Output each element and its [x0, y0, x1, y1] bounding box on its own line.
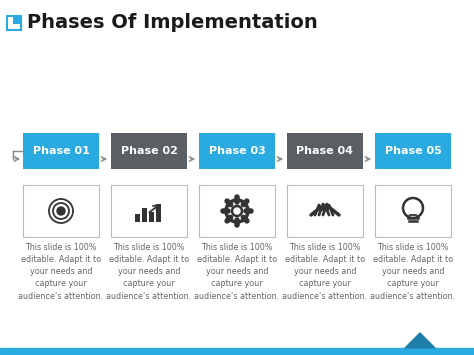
- Bar: [149, 212, 154, 222]
- Text: This slide is 100%
editable. Adapt it to
your needs and
capture your
audience’s : This slide is 100% editable. Adapt it to…: [107, 243, 191, 301]
- Bar: [142, 208, 147, 222]
- Text: Phase 01: Phase 01: [33, 146, 90, 156]
- Bar: [23, 133, 99, 169]
- Text: Phase 03: Phase 03: [209, 146, 265, 156]
- Polygon shape: [405, 333, 435, 348]
- Bar: [111, 185, 187, 237]
- Bar: [375, 133, 451, 169]
- Bar: [199, 133, 275, 169]
- Text: Phase 05: Phase 05: [384, 146, 441, 156]
- Bar: [287, 185, 363, 237]
- Circle shape: [57, 207, 65, 215]
- Bar: [23, 185, 99, 237]
- Bar: [287, 133, 363, 169]
- Text: This slide is 100%
editable. Adapt it to
your needs and
capture your
audience’s : This slide is 100% editable. Adapt it to…: [283, 243, 367, 301]
- Bar: [156, 204, 161, 222]
- Bar: [0, 348, 474, 355]
- Text: This slide is 100%
editable. Adapt it to
your needs and
capture your
audience’s : This slide is 100% editable. Adapt it to…: [194, 243, 280, 301]
- Text: Phases Of Implementation: Phases Of Implementation: [27, 13, 318, 33]
- Text: Phase 02: Phase 02: [120, 146, 177, 156]
- Bar: [199, 185, 275, 237]
- Bar: [7, 16, 21, 30]
- Bar: [375, 185, 451, 237]
- Text: Phase 04: Phase 04: [297, 146, 354, 156]
- Text: This slide is 100%
editable. Adapt it to
your needs and
capture your
audience’s : This slide is 100% editable. Adapt it to…: [18, 243, 103, 301]
- Bar: [111, 133, 187, 169]
- Text: This slide is 100%
editable. Adapt it to
your needs and
capture your
audience’s : This slide is 100% editable. Adapt it to…: [371, 243, 456, 301]
- Bar: [135, 214, 140, 222]
- Bar: [13, 16, 21, 24]
